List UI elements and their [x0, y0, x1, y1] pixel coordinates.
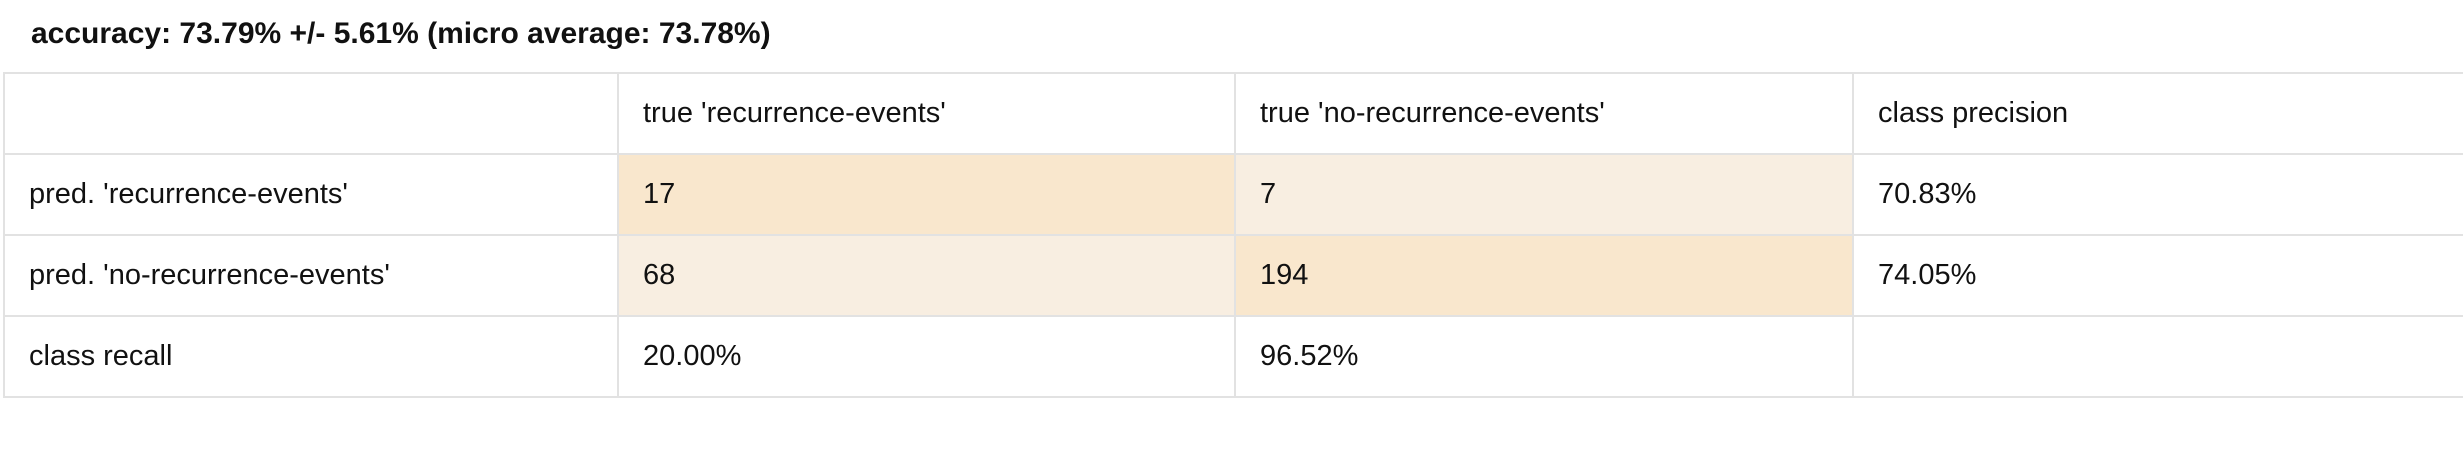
recall-cell: 20.00% [617, 315, 1236, 398]
row-label-class-recall: class recall [3, 315, 619, 398]
row-label-pred-recurrence: pred. 'recurrence-events' [3, 153, 619, 236]
header-row: true 'recurrence-events' true 'no-recurr… [3, 72, 2463, 155]
matrix-cell-diagonal: 17 [617, 153, 1236, 236]
row-label-pred-no-recurrence: pred. 'no-recurrence-events' [3, 234, 619, 317]
empty-cell [1852, 315, 2463, 398]
column-header-class-precision: class precision [1852, 72, 2463, 155]
column-header-true-recurrence: true 'recurrence-events' [617, 72, 1236, 155]
confusion-matrix: true 'recurrence-events' true 'no-recurr… [3, 72, 2463, 398]
matrix-cell-diagonal: 194 [1234, 234, 1854, 317]
matrix-cell-off-diagonal: 68 [617, 234, 1236, 317]
precision-cell: 70.83% [1852, 153, 2463, 236]
accuracy-title: accuracy: 73.79% +/- 5.61% (micro averag… [31, 17, 771, 50]
recall-cell: 96.52% [1234, 315, 1854, 398]
table-row: pred. 'no-recurrence-events' 68 194 74.0… [3, 234, 2463, 317]
matrix-cell-off-diagonal: 7 [1234, 153, 1854, 236]
corner-cell [3, 72, 619, 155]
recall-row: class recall 20.00% 96.52% [3, 315, 2463, 398]
column-header-true-no-recurrence: true 'no-recurrence-events' [1234, 72, 1854, 155]
table-row: pred. 'recurrence-events' 17 7 70.83% [3, 153, 2463, 236]
precision-cell: 74.05% [1852, 234, 2463, 317]
